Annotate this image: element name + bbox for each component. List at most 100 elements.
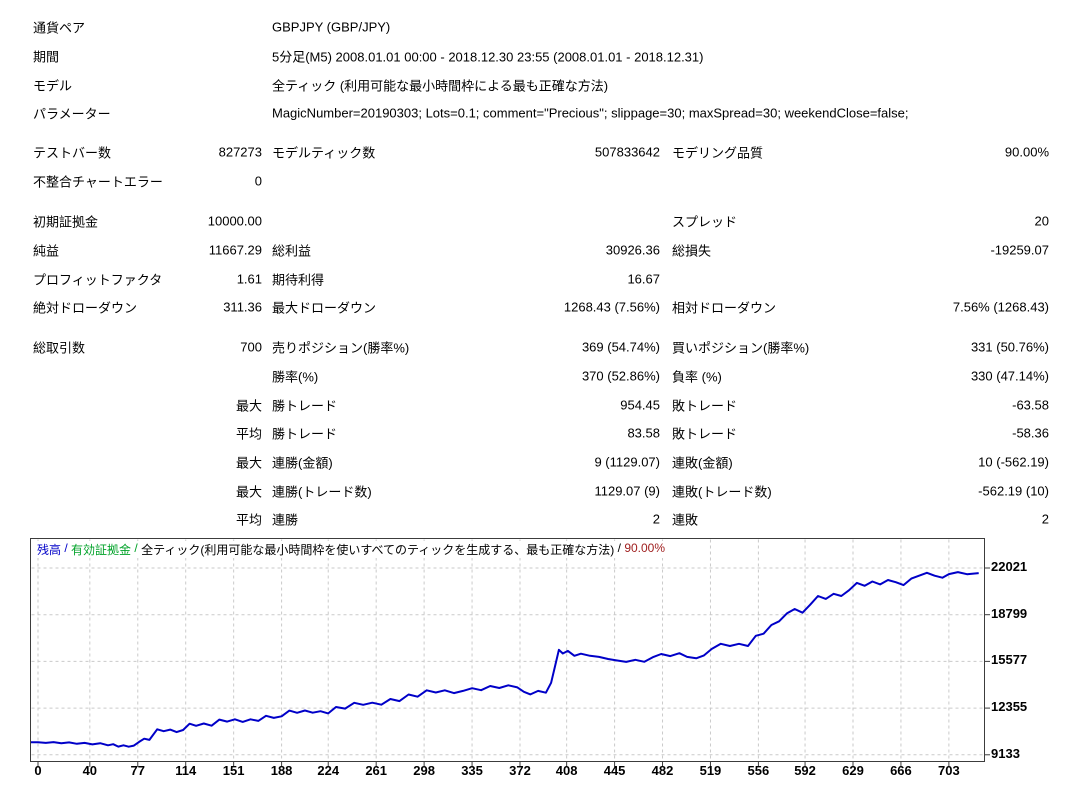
stat-row: テストバー数 827273 モデルティック数 507833642 モデリング品質 90.0…	[0, 138, 1071, 167]
stat-group: テストバー数 827273 モデルティック数 507833642 モデリング品質 90.0…	[0, 138, 1071, 195]
x-tick-label: 408	[555, 763, 578, 778]
x-tick-label: 188	[270, 763, 293, 778]
stat-value: 最大	[235, 455, 262, 471]
info-label: 通貨ペア	[33, 20, 86, 36]
stat-row: 平均 連勝 2 連敗 2	[0, 505, 1071, 534]
info-row: 通貨ペア GBPJPY (GBP/JPY)	[0, 13, 1071, 42]
stat-value: -58.36	[1012, 425, 1049, 441]
stat-label: 総利益	[272, 243, 312, 259]
stat-value: 9 (1129.07)	[594, 454, 660, 470]
stat-label: 売りポジション(勝率%)	[272, 340, 410, 356]
stat-value: 16.67	[627, 271, 660, 287]
stat-value: 1.61	[236, 271, 262, 287]
stat-row: 最大 勝トレード 954.45 敗トレード -63.58	[0, 390, 1071, 419]
balance-chart	[30, 538, 990, 767]
stat-value: 平均	[235, 426, 262, 442]
info-label: パラメーター	[33, 106, 111, 122]
stat-group: 総取引数 700 売りポジション(勝率%) 369 (54.74%) 買いポジション(勝…	[0, 333, 1071, 534]
stat-label: 勝トレード	[272, 426, 338, 442]
x-tick-label: 77	[130, 763, 145, 778]
stat-value: 0	[254, 173, 262, 189]
x-tick-label: 114	[175, 763, 197, 778]
x-tick-label: 0	[34, 763, 42, 778]
stat-value: 700	[240, 339, 262, 355]
x-tick-label: 335	[461, 763, 483, 778]
stat-label: 勝トレード	[272, 398, 338, 414]
stat-value: 10000.00	[207, 213, 262, 229]
stat-value: 369 (54.74%)	[581, 339, 660, 355]
x-tick-label: 151	[222, 763, 245, 778]
stat-value: 1268.43 (7.56%)	[563, 299, 660, 315]
x-tick-label: 629	[842, 763, 864, 778]
y-tick-label: 15577	[991, 652, 1028, 668]
stat-label: モデリング品質	[672, 145, 764, 161]
stat-value: 90.00%	[1004, 144, 1049, 160]
stat-row: 平均 勝トレード 83.58 敗トレード -58.36	[0, 419, 1071, 448]
info-value: 全ティック (利用可能な最小時間枠による最も正確な方法)	[272, 78, 609, 94]
stat-label: 期待利得	[272, 272, 325, 288]
stat-value: 7.56% (1268.43)	[952, 299, 1049, 315]
stat-value: 827273	[218, 144, 262, 160]
info-row: 期間 5分足(M5) 2008.01.01 00:00 - 2018.12.30 …	[0, 42, 1071, 71]
info-label: モデル	[33, 78, 73, 94]
stat-label: 純益	[33, 243, 60, 259]
stat-row: プロフィットファクタ 1.61 期待利得 16.67	[0, 264, 1071, 293]
legend-separator: /	[131, 541, 142, 555]
stat-row: 純益 11667.29 総利益 30926.36 総損失 -19259.07	[0, 236, 1071, 265]
x-tick-label: 40	[82, 763, 98, 778]
x-tick-label: 445	[603, 763, 626, 778]
x-tick-label: 519	[699, 763, 722, 778]
stat-value: 330 (47.14%)	[970, 368, 1049, 384]
stat-value: 平均	[235, 512, 262, 528]
stat-value: -19259.07	[990, 242, 1049, 258]
stat-row: 最大 連勝(金額) 9 (1129.07) 連敗(金額) 10 (-562.19)	[0, 448, 1071, 477]
stat-label: 連勝	[272, 512, 299, 528]
chart-y-axis: 22021 18799 15577 12355 9133	[991, 538, 1061, 770]
stat-value: 2	[1041, 511, 1049, 527]
stat-label: 買いポジション(勝率%)	[672, 340, 810, 356]
info-row: モデル 全ティック (利用可能な最小時間枠による最も正確な方法)	[0, 70, 1071, 99]
x-tick-label: 482	[651, 763, 674, 778]
info-label: 期間	[33, 49, 60, 65]
x-tick-label: 556	[747, 763, 770, 778]
stat-row: 勝率(%) 370 (52.86%) 負率 (%) 330 (47.14%)	[0, 362, 1071, 391]
report-info-section: 通貨ペア GBPJPY (GBP/JPY) 期間 5分足(M5) 2008.01.01…	[0, 13, 1071, 128]
stat-value: 30926.36	[605, 242, 660, 258]
stat-value: 311.36	[223, 299, 262, 315]
stat-value: 最大	[235, 484, 262, 500]
stat-row: 絶対ドローダウン 311.36 最大ドローダウン 1268.43 (7.56%) 相対ド…	[0, 293, 1071, 322]
stat-label: 最大ドローダウン	[272, 300, 377, 316]
stat-label: 総損失	[672, 243, 712, 259]
x-tick-label: 666	[890, 763, 912, 778]
stat-label: 敗トレード	[672, 426, 738, 442]
stat-group: 初期証拠金 10000.00 スプレッド 20 純益 11667.29 総利益 30926.3…	[0, 207, 1071, 322]
legend-balance-label: 残高	[37, 543, 62, 557]
stat-label: 勝率(%)	[272, 369, 319, 385]
legend-separator: /	[614, 541, 625, 555]
stat-value: 20	[1034, 213, 1049, 229]
stat-label: プロフィットファクタ	[33, 272, 163, 288]
stat-label: 連勝(金額)	[272, 455, 333, 471]
stat-value: -562.19 (10)	[978, 483, 1049, 499]
stat-label: 連敗(トレード数)	[672, 484, 772, 500]
stat-row: 最大 連勝(トレード数) 1129.07 (9) 連敗(トレード数) -562.19 (…	[0, 476, 1071, 505]
legend-equity-label: 有効証拠金	[71, 543, 132, 557]
stat-label: 連敗	[672, 512, 699, 528]
stat-value: 10 (-562.19)	[978, 454, 1049, 470]
stat-value: 最大	[235, 398, 262, 414]
stat-value: 370 (52.86%)	[581, 368, 660, 384]
stat-value: 331 (50.76%)	[970, 339, 1049, 355]
stat-row: 初期証拠金 10000.00 スプレッド 20	[0, 207, 1071, 236]
stat-label: 敗トレード	[672, 398, 738, 414]
info-row: パラメーター MagicNumber=20190303; Lots=0.1; co…	[0, 99, 1071, 128]
balance-line	[31, 571, 979, 748]
info-value: MagicNumber=20190303; Lots=0.1; comment=…	[272, 105, 909, 121]
x-tick-label: 261	[365, 763, 388, 778]
x-tick-label: 592	[794, 763, 816, 778]
y-tick-label: 22021	[991, 559, 1028, 574]
stat-label: 初期証拠金	[33, 214, 99, 230]
stat-label: テストバー数	[33, 145, 112, 161]
stat-value: 11667.29	[208, 242, 262, 258]
stat-value: 1129.07 (9)	[594, 483, 660, 499]
stat-label: 総取引数	[33, 340, 86, 356]
